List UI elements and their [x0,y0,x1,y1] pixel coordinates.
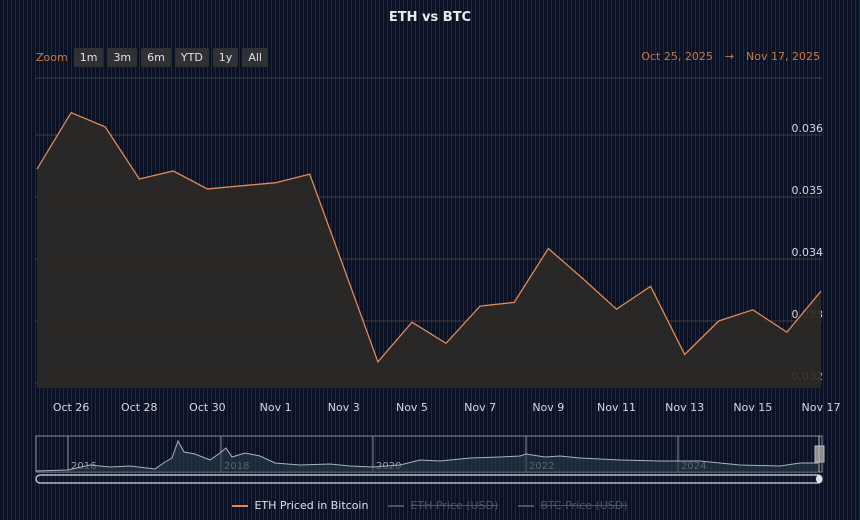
y-tick-label: 0.035 [792,184,824,197]
x-tick-label: Nov 9 [532,401,564,414]
range-from-input[interactable]: Oct 25, 2025 [641,50,713,63]
x-tick-label: Nov 3 [328,401,360,414]
x-tick-label: Nov 11 [597,401,636,414]
x-tick-label: Oct 28 [121,401,158,414]
legend-line-icon [388,504,405,507]
x-tick-label: Nov 17 [802,401,841,414]
x-tick-label: Oct 26 [53,401,90,414]
legend-label: ETH Price (USD) [410,499,499,512]
legend-item[interactable]: ETH Priced in Bitcoin [232,499,368,512]
zoom-bar: Zoom 1m 3m 6m YTD 1y All [36,48,268,67]
zoom-6m-button[interactable]: 6m [141,48,171,67]
x-tick-label: Nov 1 [260,401,292,414]
navigator-series [35,439,818,472]
zoom-3m-button[interactable]: 3m [107,48,138,67]
x-tick-label: Nov 5 [396,401,428,414]
x-tick-label: Oct 30 [189,401,226,414]
zoom-ytd-button[interactable]: YTD [174,48,209,67]
x-tick-label: Nov 7 [464,401,496,414]
scrollbar-track[interactable] [35,474,823,484]
zoom-all-button[interactable]: All [242,48,268,67]
y-tick-label: 0.036 [792,122,824,135]
legend-label: ETH Priced in Bitcoin [254,499,369,512]
x-tick-label: Nov 15 [733,401,772,414]
navigator-area [36,441,818,472]
zoom-1y-button[interactable]: 1y [212,48,239,67]
series-line[interactable] [36,111,822,364]
y-tick-label: 0.034 [792,246,824,259]
area-fill [37,112,821,388]
range-to-input[interactable]: Nov 17, 2025 [746,50,820,63]
legend-item[interactable]: BTC Price (USD) [518,499,628,512]
range-separator: → [724,50,735,63]
legend: ETH Priced in Bitcoin ETH Price (USD) BTC … [0,499,860,512]
date-range: Oct 25, 2025 → Nov 17, 2025 [641,50,820,63]
scrollbar-thumb[interactable] [816,475,822,483]
legend-label: BTC Price (USD) [540,499,628,512]
chart-title: ETH vs BTC [388,10,472,25]
x-tick-label: Nov 13 [665,401,704,414]
legend-item[interactable]: ETH Price (USD) [388,499,498,512]
zoom-1m-button[interactable]: 1m [73,48,104,67]
legend-line-icon [232,504,249,507]
legend-line-icon [518,504,535,507]
zoom-label: Zoom [36,51,68,64]
